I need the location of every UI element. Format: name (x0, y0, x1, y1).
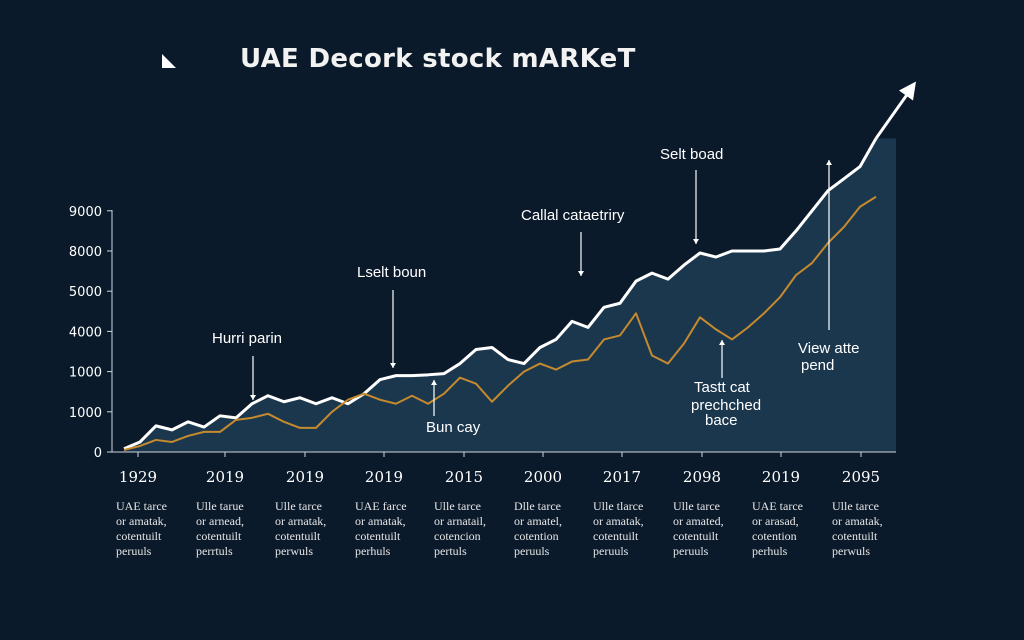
annotation-label: Hurri parin (212, 330, 282, 347)
caption-block: Ulle tlarce or amatak, cotentuilt peruuls (593, 499, 644, 558)
y-tick-label: 9000 (69, 205, 102, 220)
annotation-label: Callal cataetriry (521, 207, 625, 224)
caption-block: UAE tarce or amatak, cotentuilt peruuls (116, 499, 167, 558)
annotation-arrowhead (826, 160, 832, 165)
trend-arrow-shaft (874, 89, 912, 140)
caption-block: UAE tarce or arasad, cotention perhuls (752, 499, 803, 558)
caption-block: Ulle tarue or arnead, cotentuilt perrtuls (196, 499, 244, 558)
annotation-label: Bun cay (426, 419, 481, 436)
x-tick-label: 2015 (445, 468, 483, 486)
annotation-label: Selt boad (660, 146, 723, 163)
x-tick-label: 2019 (286, 468, 324, 486)
x-tick-label: 2019 (365, 468, 403, 486)
x-axis-ticks: 1929 2019 2019 2019 2015 2000 2017 2098 2019 2095 (119, 452, 880, 486)
x-tick-label: 2000 (524, 468, 562, 486)
cursor-corner-icon (162, 54, 176, 68)
annotation-arrowhead (431, 380, 437, 385)
secondary-series-line (123, 195, 877, 451)
y-tick-label: 1000 (69, 366, 102, 381)
caption-block: Ulle tarce or arnatak, cotentuilt perwuls (275, 499, 326, 558)
x-tick-label: 2095 (842, 468, 880, 486)
chart-annotations: Hurri parin Lselt boun Bun cay Callal catae… (212, 146, 859, 436)
y-tick-label: 4000 (69, 325, 102, 340)
y-tick-label: 1000 (69, 406, 102, 421)
annotation-label: View atte pend (798, 340, 859, 374)
y-tick-label: 0 (94, 446, 102, 461)
annotation-arrowhead (250, 395, 256, 400)
y-tick-label: 5000 (69, 285, 102, 300)
x-tick-label: 2019 (762, 468, 800, 486)
caption-block: UAE farce or amatak, cotentuilt perhuls (355, 499, 407, 558)
primary-series-line (123, 137, 878, 451)
y-tick-label: 8000 (69, 245, 102, 260)
x-tick-label: 1929 (119, 468, 157, 486)
annotation-arrowhead (578, 271, 584, 276)
annotation-label: Tastt cat prechched bace (691, 379, 761, 429)
chart-area-fill (124, 138, 896, 452)
caption-block: Dlle tarce or amatel, cotention peruuls (514, 499, 562, 558)
caption-block: Ulle tarce or amatak, cotentuilt perwuls (832, 499, 883, 558)
annotation-arrowhead (693, 239, 699, 244)
caption-block: Ulle tarce or arnatail, cotencion pertuls (434, 499, 486, 558)
annotation-arrowhead (390, 363, 396, 368)
x-tick-label: 2019 (206, 468, 244, 486)
x-axis-captions: UAE tarce or amatak, cotentuilt peruuls Ulle… (116, 499, 883, 558)
chart-series (123, 81, 916, 451)
trend-arrow-head (899, 81, 916, 101)
x-tick-label: 2017 (603, 468, 641, 486)
y-axis-ticks: 0 1000 1000 4000 5000 8000 9000 (69, 205, 112, 461)
caption-block: Ulle tarce or amated, cotentuilt peruuls (673, 499, 724, 558)
page-title: UAE Decork stock mARKeT (240, 44, 636, 74)
annotation-label: Lselt boun (357, 264, 426, 281)
annotation-arrowhead (719, 340, 725, 345)
x-tick-label: 2098 (683, 468, 721, 486)
